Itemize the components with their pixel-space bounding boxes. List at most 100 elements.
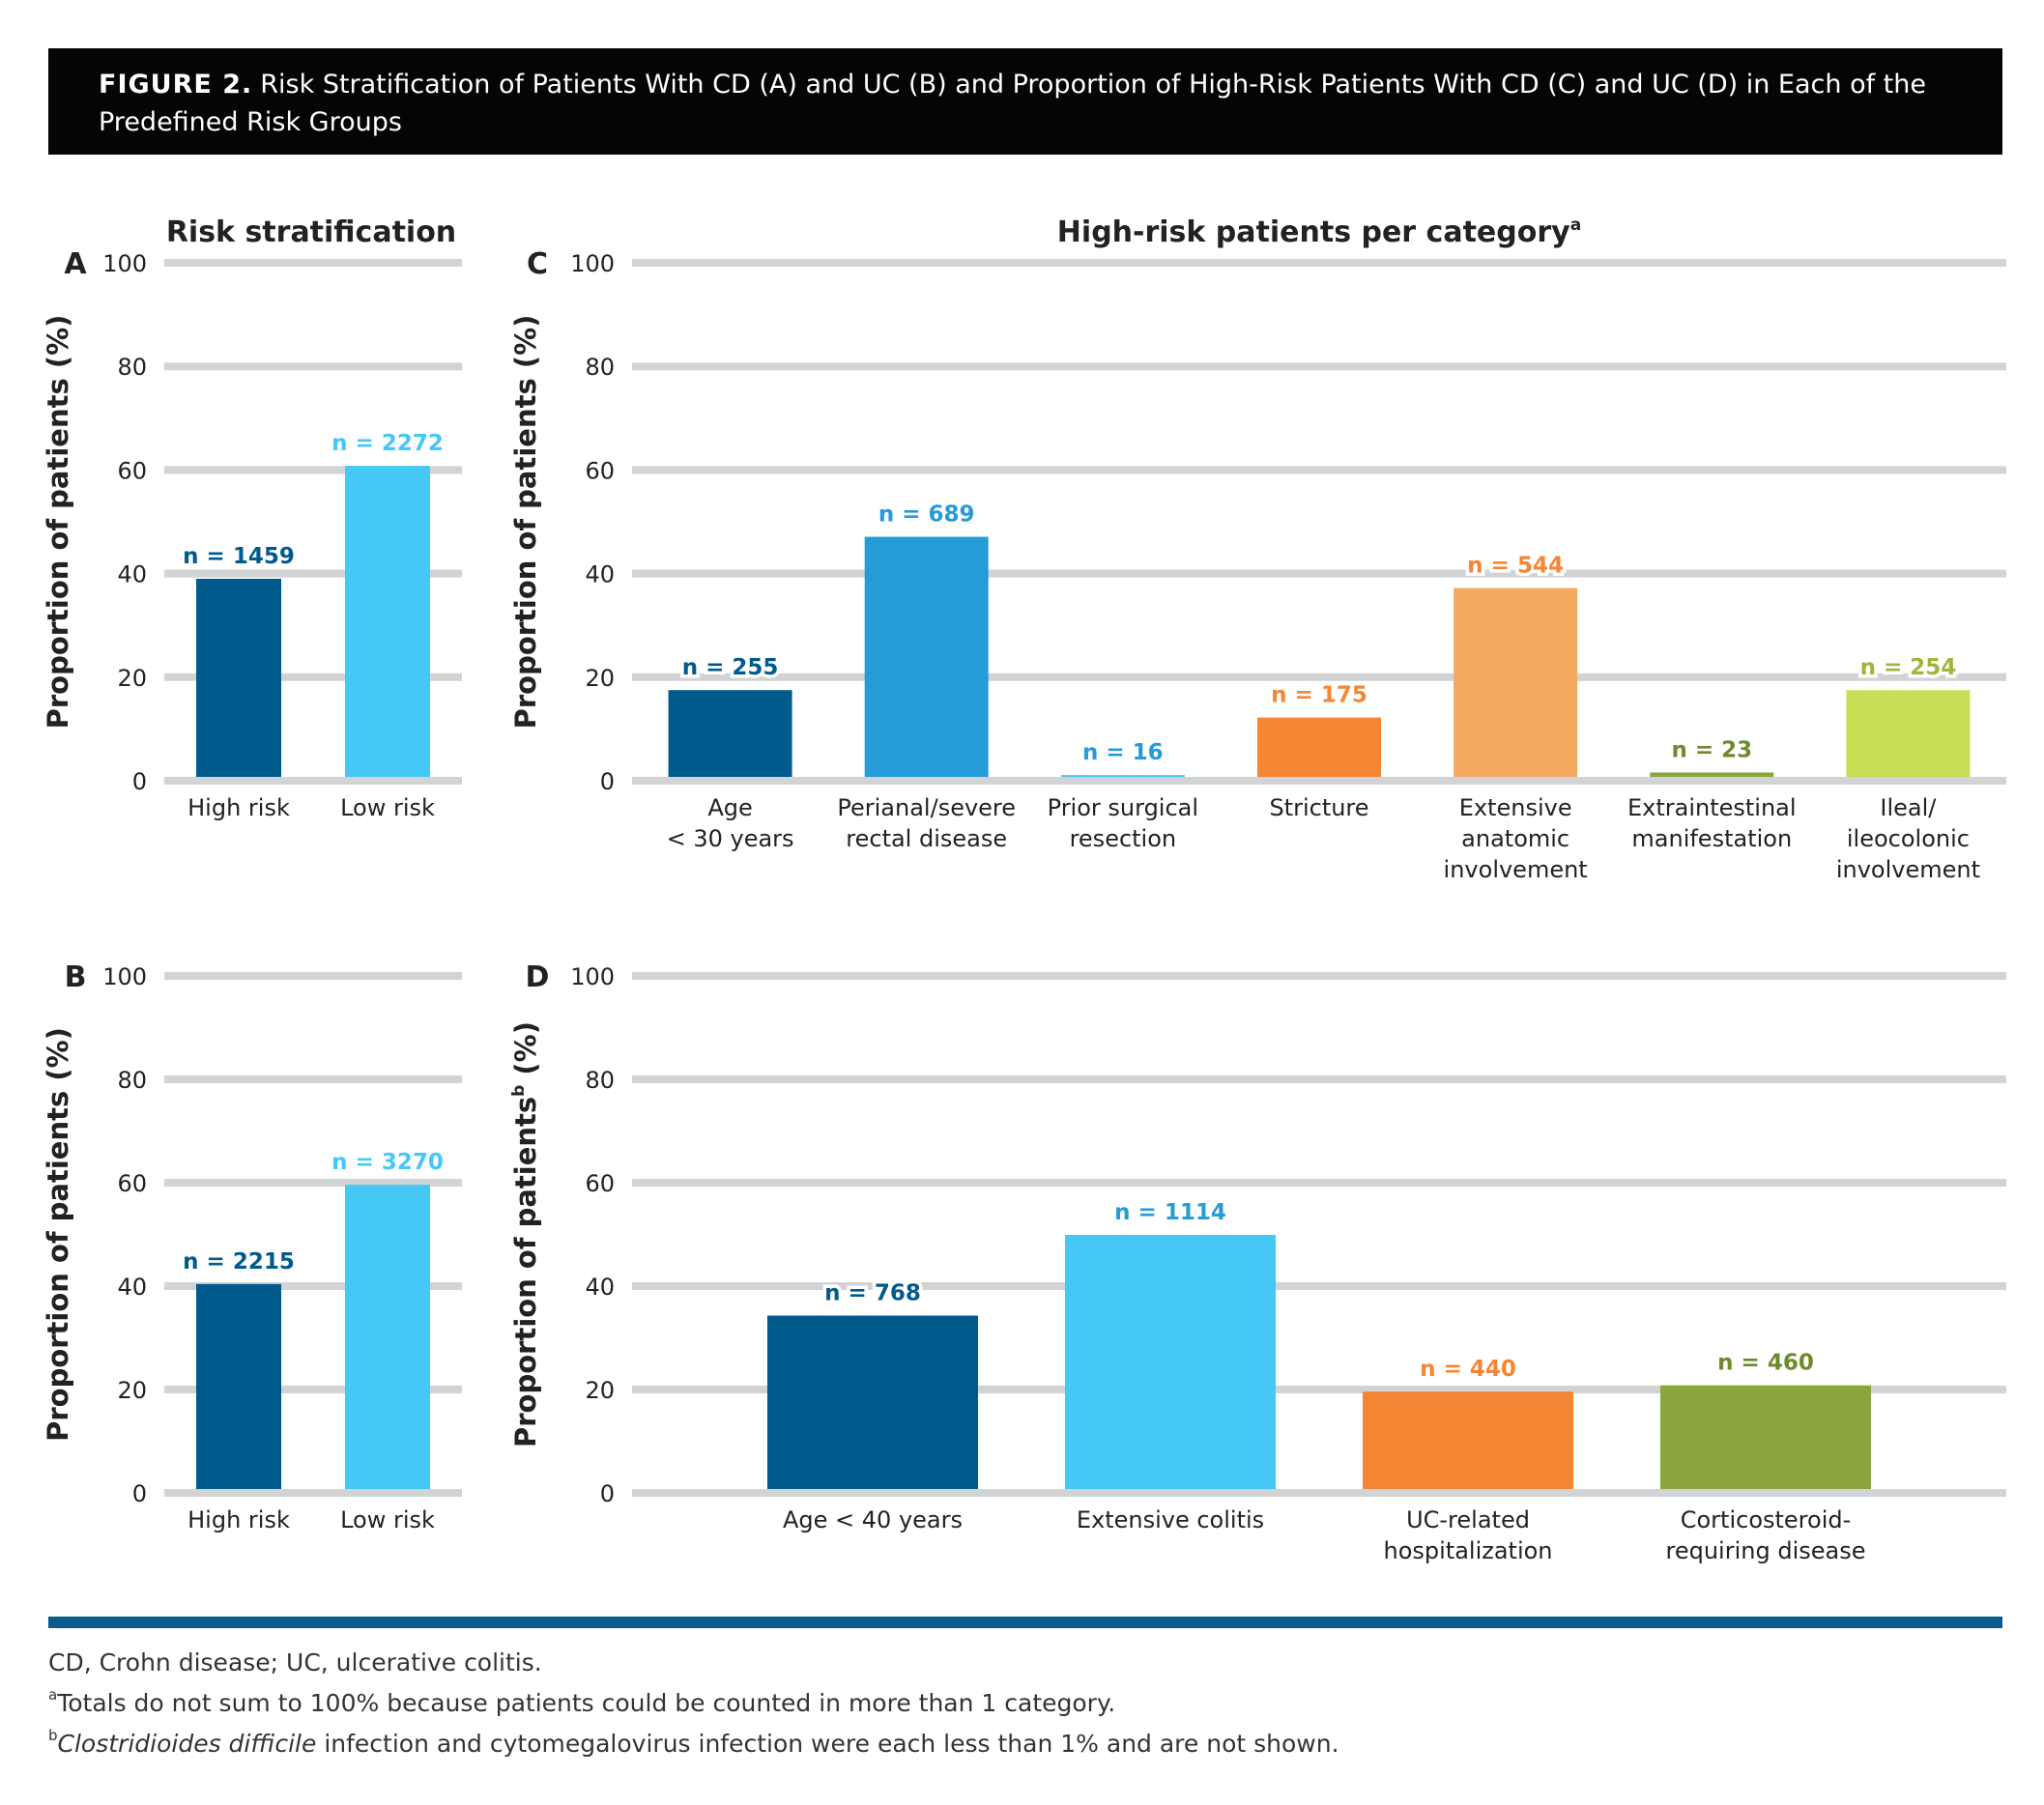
y-axis-label-text: Proportion of patients	[509, 1097, 542, 1447]
y-tick-label: 20	[117, 1377, 147, 1404]
y-tick-label: 20	[117, 665, 147, 692]
bar	[196, 1283, 281, 1489]
bar-data-label: n = 254	[1860, 655, 1957, 680]
footnotes: CD, Crohn disease; UC, ulcerative coliti…	[48, 1643, 1339, 1764]
x-category-label: involvement	[1444, 856, 1588, 883]
y-tick-label: 40	[585, 1274, 615, 1301]
bar	[1060, 775, 1185, 778]
x-category-label: Ileal/	[1880, 794, 1937, 821]
y-axis-label: Proportion of patients (%)	[42, 1027, 74, 1442]
y-tick-label: 20	[585, 665, 615, 692]
y-tick-label: 0	[132, 1480, 147, 1507]
y-tick-label: 60	[585, 1170, 615, 1197]
bar-data-label: n = 768	[824, 1280, 921, 1305]
bottom-rule	[48, 1617, 2002, 1628]
footnote-b-mark: b	[48, 1727, 58, 1744]
panel-b-chart: B 0 20 40 60 80 100 Proportion of patients (%) n…	[42, 960, 462, 1533]
bar	[1065, 1235, 1276, 1489]
y-tick-label: 100	[102, 963, 147, 990]
x-category-label: High risk	[187, 794, 290, 821]
panel-letter: D	[526, 960, 550, 994]
bar	[864, 536, 989, 777]
y-tick-label: 100	[570, 963, 615, 990]
x-category-label: ileocolonic	[1847, 825, 1970, 852]
y-tick-label: 80	[117, 1067, 147, 1094]
bar	[345, 466, 430, 777]
y-tick-label: 40	[117, 1274, 147, 1301]
y-tick-label: 80	[117, 354, 147, 381]
x-category-label: Extensive colitis	[1077, 1506, 1264, 1533]
footnote-a-text: Totals do not sum to 100% because patien…	[57, 1689, 1116, 1717]
x-category-label: < 30 years	[667, 825, 794, 852]
bar-data-label: n = 175	[1271, 683, 1367, 708]
y-tick-label: 100	[570, 250, 615, 277]
x-category-label: manifestation	[1631, 825, 1792, 852]
bar	[1650, 772, 1774, 777]
bar	[767, 1315, 978, 1489]
footnote-b-text: infection and cytomegalovirus infection …	[316, 1730, 1339, 1758]
bar	[345, 1185, 430, 1489]
x-category-label: requiring disease	[1666, 1537, 1866, 1564]
x-category-label: High risk	[187, 1506, 290, 1533]
bar	[196, 578, 281, 777]
y-tick-label: 60	[585, 457, 615, 484]
x-category-label: involvement	[1836, 856, 1980, 883]
x-category-label: Perianal/severe	[837, 794, 1016, 821]
y-tick-label: 60	[117, 457, 147, 484]
bar-data-label: n = 255	[682, 655, 779, 680]
figure-panels: Risk stratification High-risk patients p…	[42, 215, 2006, 1564]
y-tick-label: 0	[132, 768, 147, 795]
x-category-label: Prior surgical	[1048, 794, 1198, 821]
figure-header: FIGURE 2. Risk Stratification of Patients…	[48, 48, 2002, 155]
y-tick-label: 20	[585, 1377, 615, 1404]
panel-d-chart: D 0 20 40 60 80 100 Proportion of patientsb (%)…	[509, 960, 2006, 1564]
y-axis-label-sup: b	[509, 1085, 529, 1097]
x-category-label: Extensive	[1459, 794, 1572, 821]
bar	[1363, 1391, 1573, 1489]
x-category-label: Age	[707, 794, 752, 821]
x-category-label: Low risk	[340, 1506, 435, 1533]
bar-data-label: n = 544	[1467, 554, 1564, 579]
y-tick-label: 40	[117, 561, 147, 588]
panel-letter: B	[65, 960, 87, 994]
bar	[1454, 587, 1578, 777]
high-risk-category-title-sup: a	[1570, 215, 1581, 235]
x-category-label: Extraintestinal	[1627, 794, 1797, 821]
x-category-label: Age < 40 years	[783, 1506, 963, 1533]
high-risk-category-title-text: High-risk patients per category	[1057, 215, 1570, 249]
y-axis-label-text: Proportion of patients (%)	[509, 315, 542, 730]
y-tick-label: 80	[585, 1067, 615, 1094]
footnote-b-italic: Clostridioides difficile	[57, 1730, 317, 1758]
y-axis-label: Proportion of patientsb (%)	[509, 1021, 542, 1447]
y-tick-label: 100	[102, 250, 147, 277]
panel-c-chart: C 0 20 40 60 80 100 Proportion of patients (%) n…	[509, 247, 2006, 883]
bar	[1257, 717, 1381, 777]
risk-stratification-title: Risk stratification	[166, 215, 456, 249]
figure-label: FIGURE 2.	[99, 70, 253, 100]
footnote-a-mark: a	[48, 1686, 58, 1704]
x-category-label: anatomic	[1461, 825, 1569, 852]
footnote-a: aTotals do not sum to 100% because patie…	[48, 1683, 1339, 1724]
x-category-label: resection	[1070, 825, 1177, 852]
bar	[1660, 1385, 1871, 1489]
y-tick-label: 0	[600, 1480, 615, 1507]
y-axis-label-text: Proportion of patients (%)	[42, 315, 74, 730]
bar-data-label: n = 460	[1717, 1351, 1814, 1376]
bar-data-label: n = 3270	[331, 1150, 444, 1175]
bar-data-label: n = 1459	[183, 544, 295, 569]
x-category-label: Stricture	[1269, 794, 1368, 821]
y-axis-label-text: Proportion of patients (%)	[42, 1027, 74, 1442]
bar-data-label: n = 440	[1420, 1357, 1516, 1382]
bar	[1846, 690, 1971, 777]
y-axis-label: Proportion of patients (%)	[42, 315, 74, 730]
panel-letter: C	[527, 247, 548, 281]
bar-data-label: n = 1114	[1114, 1200, 1226, 1225]
x-category-label: Low risk	[340, 794, 435, 821]
x-category-label: hospitalization	[1383, 1537, 1552, 1564]
y-axis-label: Proportion of patients (%)	[509, 315, 542, 730]
y-axis-label-unit: (%)	[509, 1021, 542, 1085]
footnote-abbreviations: CD, Crohn disease; UC, ulcerative coliti…	[48, 1648, 542, 1676]
x-category-label: Corticosteroid-	[1681, 1506, 1852, 1533]
panel-a-chart: A 0 20 40 60 80 100 Proportion of patients (%) n…	[42, 247, 462, 821]
bar-data-label: n = 16	[1082, 740, 1164, 765]
